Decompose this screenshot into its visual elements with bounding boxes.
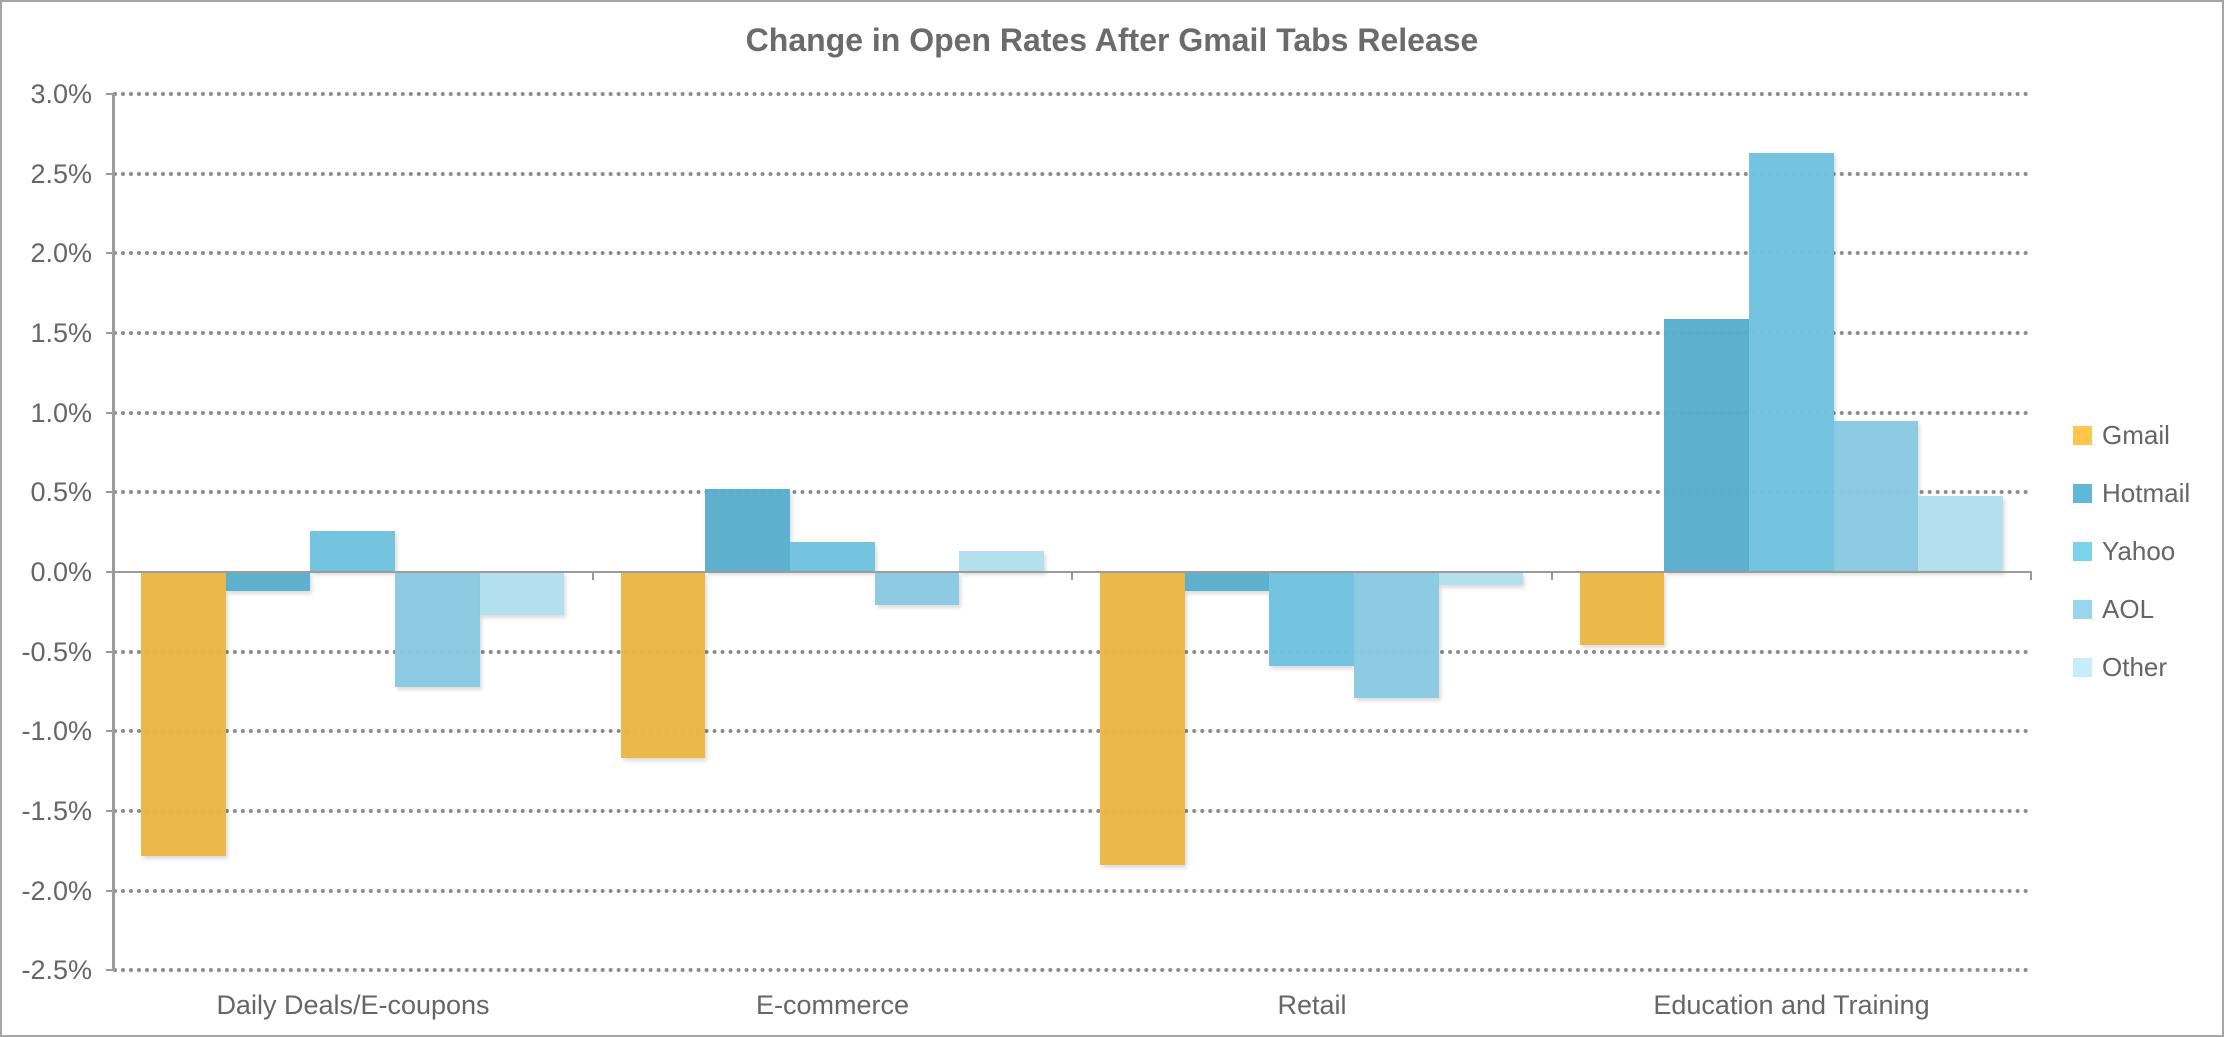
legend-label: Yahoo: [2102, 535, 2176, 566]
y-axis-label: 1.5%: [30, 317, 92, 348]
y-axis-tick: [106, 252, 114, 255]
y-axis-tick: [106, 93, 114, 95]
bar-yahoo: [310, 530, 396, 572]
gridline: [113, 171, 2030, 176]
gridline: [113, 968, 2030, 973]
y-axis-tick: [106, 730, 114, 733]
gridline: [113, 729, 2030, 734]
y-axis-label: -0.5%: [21, 636, 92, 667]
gridline: [113, 808, 2030, 813]
bar-yahoo: [789, 541, 875, 572]
bar-other: [959, 551, 1044, 572]
legend-item-aol: AOL: [2073, 593, 2155, 624]
bar-gmail: [141, 572, 226, 856]
bar-other: [479, 572, 565, 615]
bar-gmail: [620, 572, 706, 759]
legend-item-gmail: Gmail: [2073, 419, 2170, 450]
x-axis-label: Retail: [1277, 990, 1347, 1020]
y-axis-tick: [106, 969, 114, 972]
chart-title: Change in Open Rates After Gmail Tabs Re…: [745, 22, 1479, 58]
legend-swatch-icon: [2073, 541, 2092, 561]
gridline: [113, 649, 2030, 654]
x-axis-label: Education and Training: [1653, 990, 1930, 1020]
y-axis-label: -1.5%: [21, 795, 92, 826]
bar-gmail: [1100, 572, 1185, 866]
gridline: [113, 490, 2030, 495]
gridline: [113, 888, 2030, 893]
gridline: [113, 330, 2030, 335]
y-axis-label: 1.0%: [30, 397, 92, 428]
legend-item-yahoo: Yahoo: [2073, 535, 2176, 566]
gridline: [113, 251, 2030, 256]
x-axis-tick: [1550, 572, 1553, 580]
bar-other: [1918, 495, 2003, 572]
bar-yahoo: [1748, 153, 1834, 572]
bar-hotmail: [1664, 318, 1749, 572]
legend-item-other: Other: [2073, 651, 2168, 682]
bar-hotmail: [225, 572, 311, 592]
y-axis-tick: [106, 411, 114, 414]
y-axis-label: -1.0%: [21, 716, 92, 747]
y-axis-label: 2.5%: [30, 158, 92, 189]
x-axis-tick: [1071, 572, 1073, 580]
x-axis-tick: [591, 572, 594, 580]
bar-yahoo: [1269, 572, 1355, 666]
legend-label: AOL: [2102, 593, 2155, 624]
bar-aol: [395, 572, 480, 687]
bar-other: [1438, 572, 1524, 585]
y-axis-tick: [106, 491, 114, 494]
y-axis-line: [112, 94, 115, 971]
y-axis-tick: [106, 331, 114, 334]
bar-hotmail: [1184, 572, 1270, 592]
x-axis-tick: [2030, 572, 2032, 580]
bar-hotmail: [705, 489, 790, 572]
y-axis-label: 2.0%: [30, 238, 92, 269]
y-axis-label: 0.0%: [30, 556, 92, 587]
bar-gmail: [1579, 572, 1665, 646]
x-axis-label: Daily Deals/E-coupons: [216, 990, 490, 1020]
legend-label: Gmail: [2102, 419, 2170, 450]
zero-baseline: [106, 571, 2032, 573]
legend-swatch-icon: [2073, 657, 2092, 677]
y-axis-label: 0.5%: [30, 477, 92, 508]
y-axis-tick: [106, 650, 114, 653]
legend-label: Hotmail: [2102, 477, 2191, 508]
y-axis-tick: [106, 172, 114, 175]
y-axis-label: 3.0%: [30, 79, 92, 109]
legend-label: Other: [2102, 651, 2168, 682]
bar-aol: [1833, 420, 1919, 572]
bar-aol: [1354, 572, 1439, 698]
legend-swatch-icon: [2073, 483, 2092, 503]
legend-swatch-icon: [2073, 599, 2092, 619]
bar-aol: [874, 572, 960, 606]
legend-item-hotmail: Hotmail: [2073, 477, 2191, 508]
gridline: [113, 92, 2030, 96]
y-axis-label: -2.5%: [21, 955, 92, 986]
y-axis-tick: [106, 889, 114, 892]
x-axis-label: E-commerce: [755, 990, 910, 1020]
y-axis-tick: [106, 809, 114, 812]
gridline: [113, 410, 2030, 415]
y-axis-label: -2.0%: [21, 875, 92, 906]
x-axis-tick: [112, 572, 114, 580]
legend-swatch-icon: [2073, 425, 2092, 445]
